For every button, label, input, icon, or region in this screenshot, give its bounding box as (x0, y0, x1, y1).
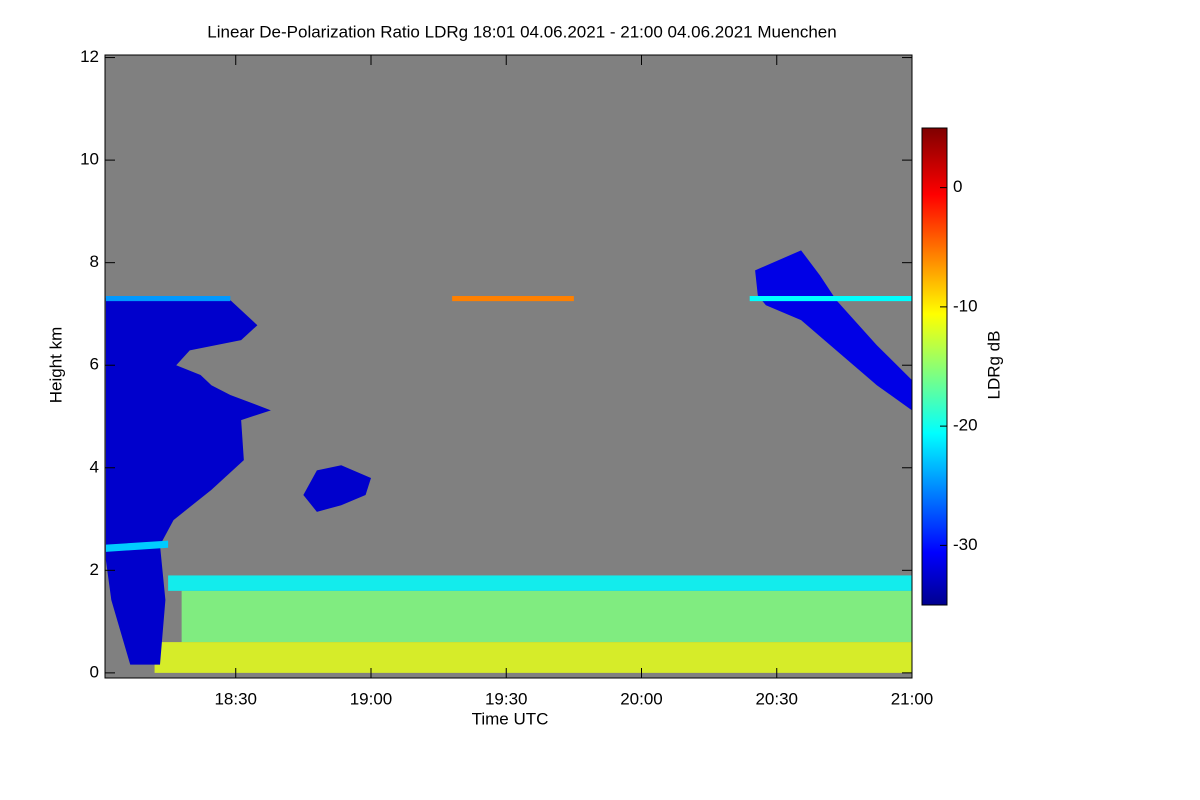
y-tick-label: 6 (90, 355, 99, 374)
data-band (154, 642, 912, 673)
y-tick-label: 8 (90, 252, 99, 271)
data-region (452, 295, 574, 302)
y-tick-label: 2 (90, 560, 99, 579)
plot-frame (104, 54, 913, 679)
no-data-background (105, 55, 912, 678)
colorbar-tick-label: -20 (953, 416, 978, 435)
data-band (181, 590, 913, 643)
colorbar-tick-label: -30 (953, 535, 978, 554)
colorbar (921, 127, 948, 606)
x-axis-label: Time UTC (472, 709, 549, 728)
x-tick-label: 19:00 (350, 689, 393, 708)
data-region (749, 295, 912, 302)
data-region (105, 295, 231, 302)
data-region (105, 296, 271, 665)
x-tick-label: 18:30 (214, 689, 257, 708)
x-tick-label: 21:00 (891, 689, 934, 708)
y-tick-label: 4 (90, 457, 99, 476)
y-tick-label: 0 (90, 662, 99, 681)
data-region (303, 465, 371, 512)
y-axis-label: Height km (46, 327, 65, 404)
colorbar-label: LDRg dB (984, 331, 1003, 400)
colorbar-tick-label: 0 (953, 177, 962, 196)
chart-title: Linear De-Polarization Ratio LDRg 18:01 … (207, 22, 836, 41)
x-tick-label: 20:30 (755, 689, 798, 708)
data-region (105, 540, 169, 552)
y-tick-label: 12 (80, 47, 99, 66)
x-tick-label: 20:00 (620, 689, 663, 708)
y-tick-label: 10 (80, 150, 99, 169)
data-band (168, 575, 912, 591)
data-region (755, 250, 912, 411)
x-tick-label: 19:30 (485, 689, 528, 708)
colorbar-tick-label: -10 (953, 296, 978, 315)
